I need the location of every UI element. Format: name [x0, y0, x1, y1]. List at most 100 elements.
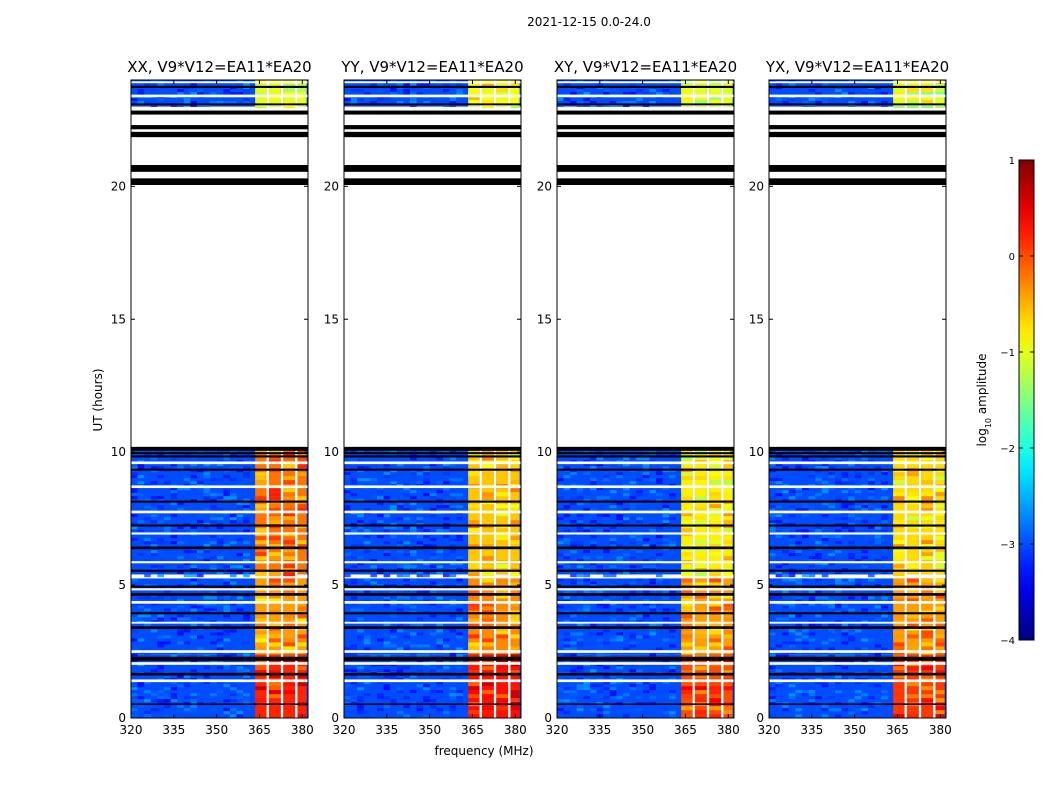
- band-0-3: [935, 654, 945, 718]
- y-tick-label: 15: [749, 312, 764, 326]
- colorbar-tick-label: −3: [1000, 540, 1015, 551]
- flagged-band-18: [344, 500, 521, 503]
- x-tick-label: 320: [120, 723, 143, 737]
- y-tick-label: 10: [111, 445, 126, 459]
- flagged-band-14: [344, 546, 521, 550]
- panel-xy: XY, V9*V12=EA11*EA20 320 335 350 365 380 0 5 10 1…: [537, 58, 740, 737]
- x-tick-label: 350: [631, 723, 654, 737]
- flagged-band-21: [344, 461, 521, 465]
- x-axis-label: frequency (MHz): [434, 744, 533, 758]
- flagged-band-28: [769, 103, 946, 106]
- flagged-band-1: [769, 679, 946, 683]
- flagged-band-5: [344, 650, 521, 653]
- flag-line-1: [131, 452, 308, 455]
- band-1-1: [268, 578, 281, 655]
- flagged-band-11: [769, 588, 946, 591]
- flag-line-4: [344, 178, 521, 186]
- flagged-band-6: [769, 626, 946, 629]
- x-tick-label: 380: [291, 723, 314, 737]
- axes-frame: [556, 79, 735, 719]
- flagged-band-29: [131, 94, 308, 98]
- y-tick-label: 5: [544, 578, 552, 592]
- flag-line-0: [557, 446, 734, 451]
- flagged-band-20: [131, 468, 308, 471]
- panel-title: XX, V9*V12=EA11*EA20: [127, 58, 311, 76]
- flagged-band-6: [131, 626, 308, 629]
- flagged-band-14: [131, 546, 308, 550]
- flagged-band-31: [344, 81, 521, 84]
- x-tick-label: 320: [758, 723, 781, 737]
- flagged-band-19: [344, 485, 521, 489]
- x-tick-label: 335: [162, 723, 185, 737]
- flagged-band-12: [131, 569, 308, 572]
- x-tick-label: 380: [929, 723, 952, 737]
- flagged-band-28: [131, 103, 308, 106]
- band-3-3: [297, 80, 307, 107]
- flagged-band-30: [344, 85, 521, 88]
- flagged-band-6: [344, 626, 521, 629]
- flag-line-7: [557, 125, 734, 130]
- flag-line-1: [344, 452, 521, 455]
- flagged-band-2: [769, 672, 946, 676]
- panel-image-yy: [344, 80, 521, 718]
- panel-title: YX, V9*V12=EA11*EA20: [765, 58, 949, 76]
- y-axis-label: UT (hours): [91, 368, 105, 431]
- flagged-band-31: [557, 81, 734, 84]
- flagged-band-2: [557, 672, 734, 676]
- flag-line-8: [344, 110, 521, 115]
- flagged-band-2: [131, 672, 308, 676]
- x-tick-label: 335: [800, 723, 823, 737]
- x-tick-label: 365: [461, 723, 484, 737]
- panel-title: YY, V9*V12=EA11*EA20: [340, 58, 523, 76]
- flagged-band-20: [344, 468, 521, 471]
- flag-line-2: [131, 585, 308, 588]
- figure-suptitle: 2021-12-15 0.0-24.0: [527, 15, 651, 29]
- flag-line-0: [131, 446, 308, 451]
- colorbar-label: log10 amplitude: [975, 354, 993, 447]
- flagged-band-22: [131, 455, 308, 458]
- flagged-band-12: [769, 569, 946, 572]
- flagged-band-17: [344, 510, 521, 514]
- flagged-band-11: [557, 588, 734, 591]
- colorbar-gradient: [1018, 159, 1035, 641]
- x-tick-label: 320: [333, 723, 356, 737]
- flag-line-3: [769, 656, 946, 659]
- flagged-band-28: [557, 103, 734, 106]
- flagged-band-2: [344, 672, 521, 676]
- flagged-band-31: [769, 81, 946, 84]
- colorbar-tick-label: 0: [1009, 252, 1015, 263]
- panels-group: XX, V9*V12=EA11*EA20 320 335 350 365 380 0 5 10 1…: [111, 58, 952, 737]
- flag-line-1: [769, 452, 946, 455]
- flagged-band-7: [557, 621, 734, 624]
- flag-line-3: [557, 656, 734, 659]
- flagged-band-3: [769, 662, 946, 665]
- flagged-band-8: [769, 612, 946, 615]
- band-3-1: [694, 80, 707, 107]
- y-tick-label: 0: [756, 711, 764, 725]
- x-tick-label: 365: [886, 723, 909, 737]
- flagged-band-19: [131, 485, 308, 489]
- flagged-band-15: [131, 532, 308, 535]
- flagged-band-11: [344, 588, 521, 591]
- colorbar-tick-label: −4: [1000, 636, 1015, 647]
- flagged-band-0: [344, 703, 521, 705]
- flagged-band-19: [769, 485, 946, 489]
- flagged-band-29: [557, 94, 734, 98]
- flagged-band-28: [344, 103, 521, 106]
- flagged-band-10: [557, 593, 734, 596]
- flag-line-5: [131, 165, 308, 172]
- y-tick-label: 0: [118, 711, 126, 725]
- y-tick-label: 0: [544, 711, 552, 725]
- band-1-3: [935, 578, 945, 655]
- flag-line-3: [131, 656, 308, 659]
- band-1-2: [921, 578, 934, 655]
- flagged-band-8: [557, 612, 734, 615]
- y-tick-label: 5: [756, 578, 764, 592]
- colorbar-tick-label: 1: [1009, 156, 1015, 167]
- flagged-band-31: [131, 81, 308, 84]
- x-tick-label: 335: [588, 723, 611, 737]
- x-tick-label: 320: [546, 723, 569, 737]
- flagged-band-8: [131, 612, 308, 615]
- flagged-band-12: [557, 569, 734, 572]
- flagged-band-15: [344, 532, 521, 535]
